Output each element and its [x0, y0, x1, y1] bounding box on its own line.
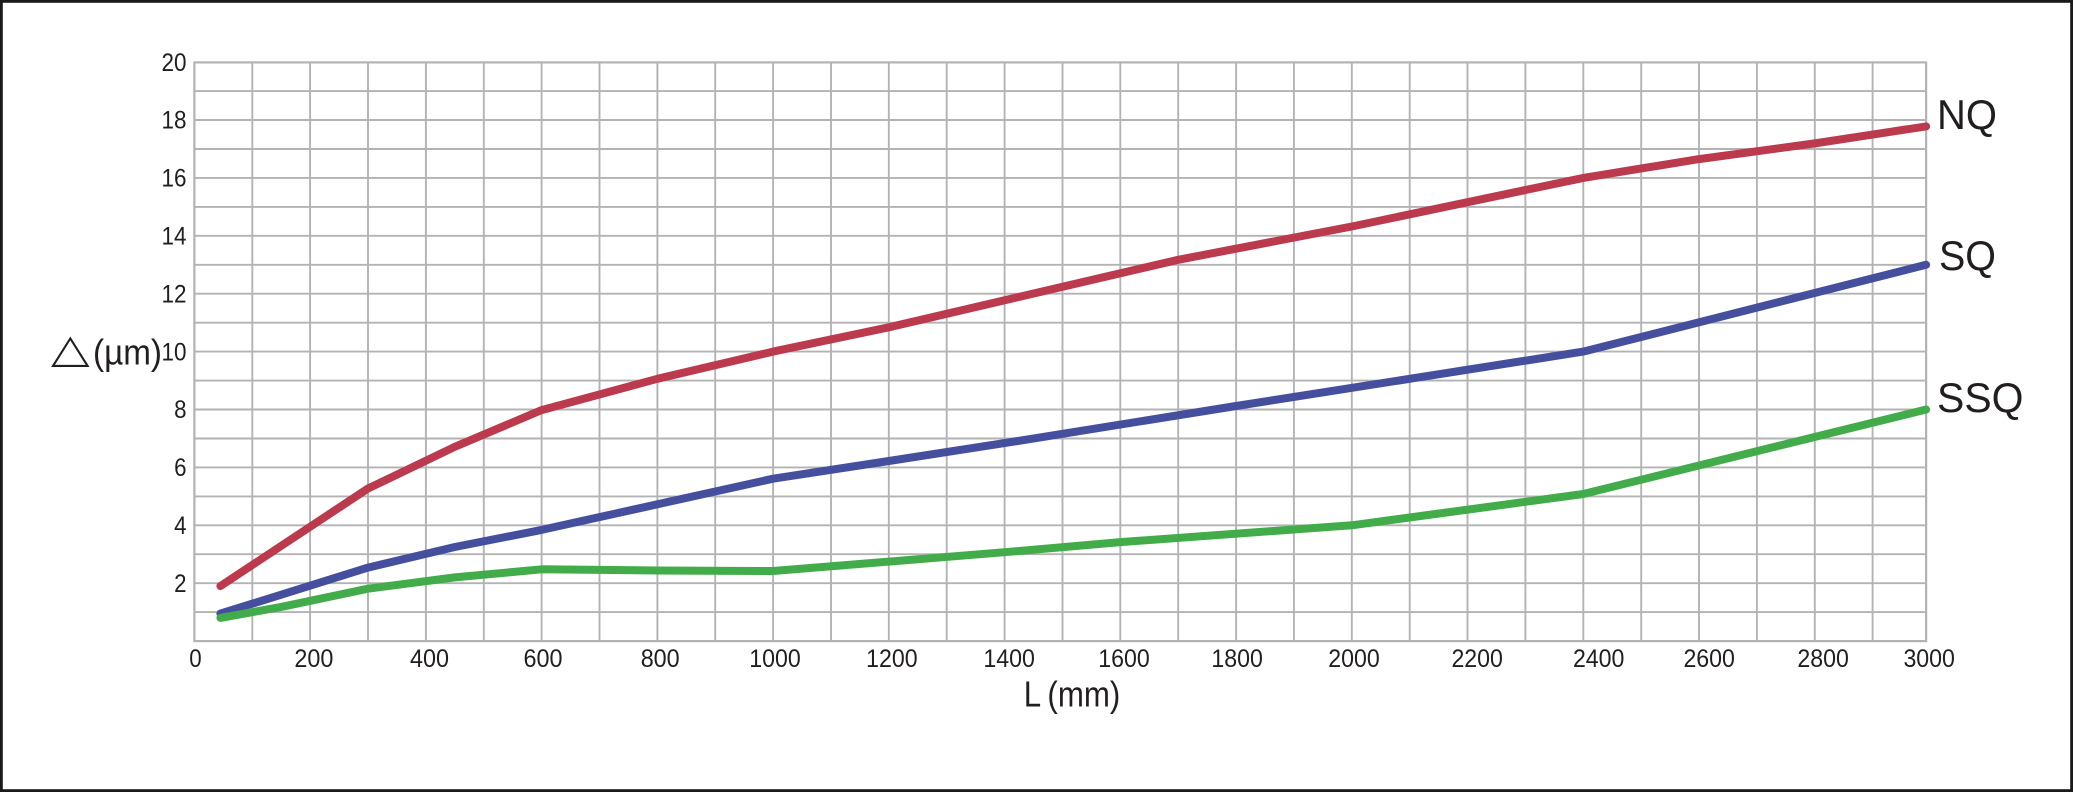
svg-text:200: 200	[294, 645, 333, 673]
svg-text:1000: 1000	[749, 645, 801, 673]
svg-text:2800: 2800	[1797, 645, 1849, 673]
svg-text:0: 0	[189, 645, 201, 673]
svg-text:1400: 1400	[983, 645, 1035, 673]
svg-text:(µm): (µm)	[93, 332, 162, 373]
svg-text:1600: 1600	[1098, 645, 1150, 673]
svg-text:14: 14	[162, 223, 187, 251]
svg-text:16: 16	[162, 165, 187, 193]
svg-text:SQ: SQ	[1939, 232, 1996, 279]
svg-text:3000: 3000	[1903, 645, 1955, 673]
svg-text:600: 600	[524, 645, 563, 673]
svg-text:NQ: NQ	[1937, 91, 1997, 138]
svg-text:2: 2	[174, 570, 186, 598]
svg-text:6: 6	[174, 454, 186, 482]
svg-text:20: 20	[162, 49, 187, 77]
svg-text:12: 12	[162, 280, 187, 308]
svg-text:2400: 2400	[1573, 645, 1625, 673]
svg-text:SSQ: SSQ	[1937, 374, 2024, 421]
svg-text:L (mm): L (mm)	[1024, 673, 1121, 714]
svg-text:1800: 1800	[1211, 645, 1263, 673]
svg-text:4: 4	[174, 512, 186, 540]
svg-text:1200: 1200	[866, 645, 918, 673]
svg-text:800: 800	[641, 645, 680, 673]
svg-text:2200: 2200	[1451, 645, 1503, 673]
svg-text:2000: 2000	[1328, 645, 1380, 673]
svg-text:10: 10	[162, 338, 187, 366]
svg-text:400: 400	[410, 645, 449, 673]
svg-text:2600: 2600	[1683, 645, 1735, 673]
svg-text:18: 18	[162, 107, 187, 135]
svg-text:8: 8	[174, 396, 186, 424]
